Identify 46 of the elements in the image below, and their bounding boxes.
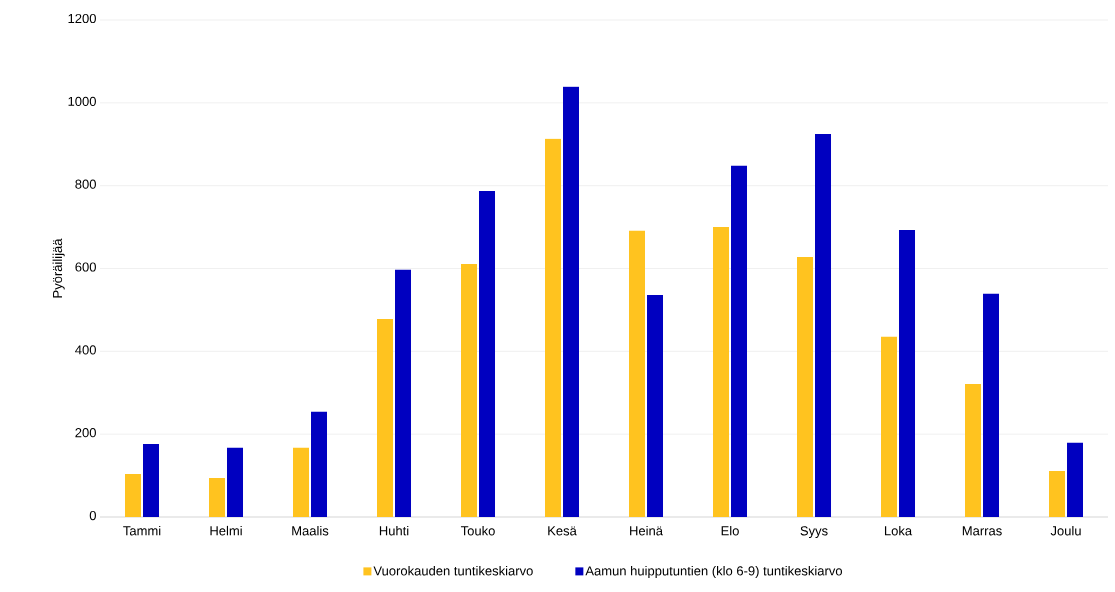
bar	[563, 86, 580, 517]
x-tick-label: Tammi	[123, 525, 161, 536]
bar	[731, 165, 748, 517]
legend-label: Aamun huipputuntien (klo 6-9) tuntikeskiarvo	[585, 565, 843, 579]
bar	[395, 269, 412, 517]
y-tick-label: 400	[75, 345, 96, 355]
bar	[125, 473, 141, 517]
y-tick-label: 1200	[68, 13, 96, 24]
legend-label: Vuorokauden tuntikeskiarvo	[373, 565, 533, 576]
y-tick-label: 0	[89, 510, 96, 521]
bar	[1067, 442, 1084, 517]
bar	[983, 293, 1000, 517]
x-tick-label: Marras	[962, 526, 1002, 536]
bar	[629, 230, 646, 517]
y-tick-label: 800	[75, 179, 96, 189]
bar	[293, 447, 310, 517]
bar	[377, 319, 394, 517]
bar	[143, 444, 159, 517]
x-tick-label: Syys	[800, 526, 828, 538]
y-tick-label: 600	[75, 262, 96, 272]
bar	[461, 263, 478, 517]
bar	[227, 447, 243, 517]
bar	[899, 229, 916, 517]
x-tick-label: Heinä	[630, 525, 663, 536]
x-tick-label: Touko	[460, 525, 495, 536]
bar	[545, 138, 562, 517]
x-tick-label: Maalis	[292, 525, 329, 536]
x-tick-label: Huhti	[379, 525, 409, 536]
x-tick-label: Kesä	[548, 526, 577, 536]
x-tick-label: Elo	[721, 525, 739, 536]
x-tick-label: Joulu	[1050, 525, 1081, 536]
bar	[311, 411, 328, 517]
y-tick-label: 1000	[68, 96, 96, 106]
bar	[881, 336, 898, 517]
bar	[815, 133, 832, 517]
bar	[797, 256, 814, 517]
bar	[965, 384, 982, 517]
bar	[209, 478, 225, 517]
y-tick-label: 200	[75, 428, 96, 438]
bar	[1049, 471, 1066, 517]
x-tick-label: Helmi	[210, 525, 242, 536]
x-tick-label: Loka	[884, 525, 913, 536]
bar	[713, 227, 730, 517]
bar	[647, 295, 664, 517]
bar	[479, 191, 496, 517]
y-axis-title: Pyöräilijää	[52, 238, 65, 298]
